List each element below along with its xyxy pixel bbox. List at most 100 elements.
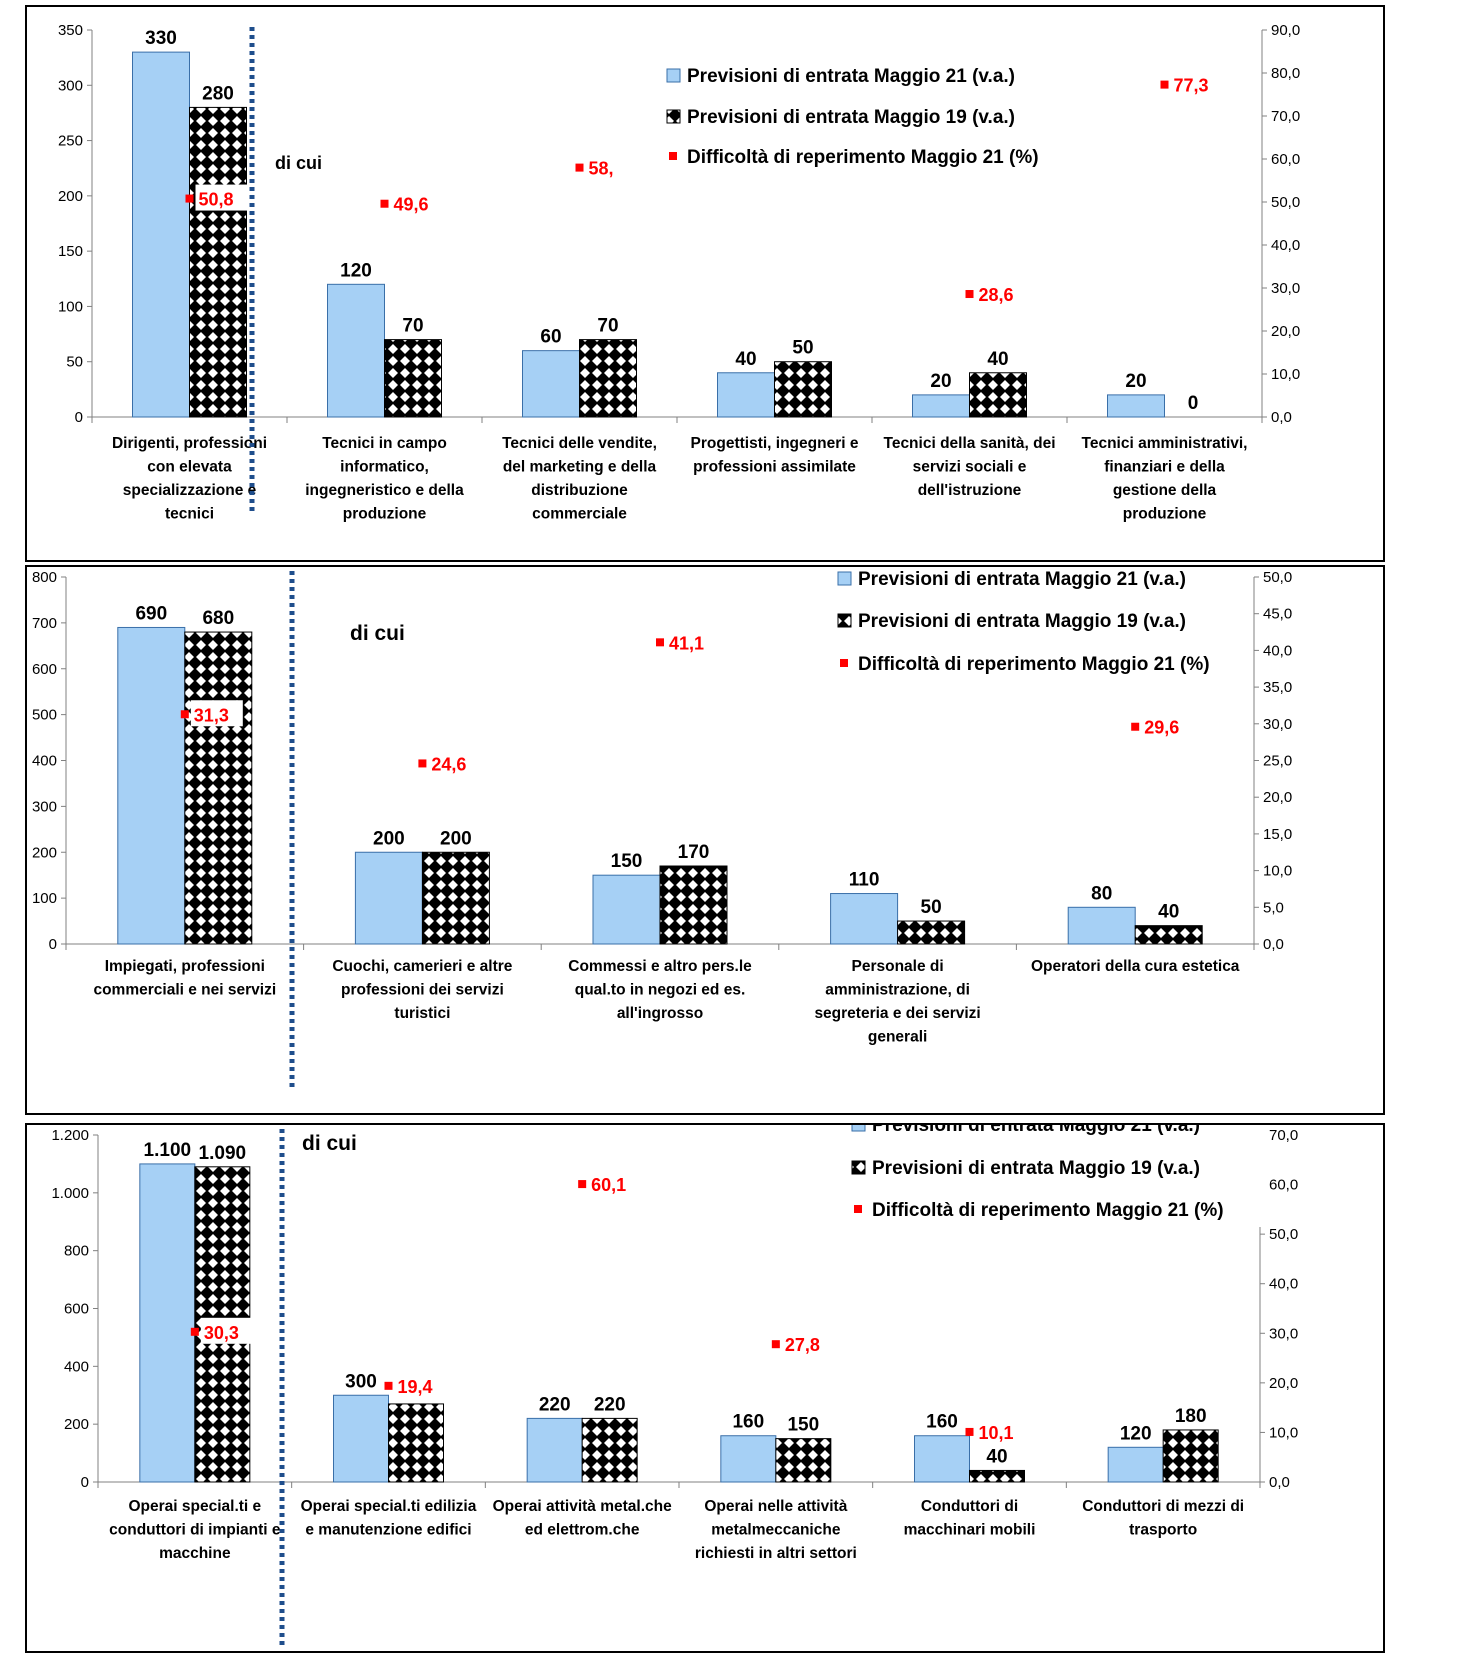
bar-2019-label: 40 bbox=[986, 1446, 1007, 1467]
legend-swatch-difficulty bbox=[854, 1205, 862, 1213]
bar-2019 bbox=[388, 1403, 444, 1483]
y2-tick-label: 35,0 bbox=[1263, 679, 1292, 696]
legend-box bbox=[661, 63, 1101, 174]
difficulty-label: 31,3 bbox=[194, 705, 229, 725]
legend-label-2021: Previsioni di entrata Maggio 21 (v.a.) bbox=[687, 66, 1015, 87]
difficulty-label: 60,1 bbox=[591, 1175, 626, 1195]
category-label: all'ingrosso bbox=[617, 1005, 703, 1022]
legend-box bbox=[846, 1125, 1266, 1227]
category-label: ingegneristico e della bbox=[305, 482, 464, 499]
bar-2021 bbox=[592, 874, 661, 945]
di-cui-label: di cui bbox=[302, 1132, 357, 1155]
bar-2021 bbox=[354, 851, 423, 945]
bar-2021-label: 200 bbox=[373, 828, 405, 849]
difficulty-point bbox=[185, 194, 194, 203]
bar-2019-label: 50 bbox=[921, 897, 942, 918]
category-label: amministrazione, di bbox=[825, 982, 970, 999]
category-label: Tecnici delle vendite, bbox=[502, 435, 657, 452]
bar-2019-label: 0 bbox=[1188, 393, 1199, 414]
difficulty-point bbox=[656, 638, 664, 647]
category-label: specializzazione e bbox=[123, 482, 257, 499]
y2-tick-label: 10,0 bbox=[1271, 366, 1300, 383]
y2-tick-label: 40,0 bbox=[1263, 642, 1292, 659]
legend-swatch-difficulty bbox=[669, 152, 677, 160]
chart-operai: 0 200 400 600 800 1.000 1.200 0,0 10,0 20,0 30,0 40… bbox=[51, 1125, 1298, 1645]
bar-2019 bbox=[969, 372, 1027, 418]
y-tick-label: 300 bbox=[58, 77, 83, 94]
y2-tick-label: 5,0 bbox=[1263, 899, 1284, 916]
category-label: macchine bbox=[159, 1545, 231, 1562]
legend-swatch-2019 bbox=[666, 109, 681, 124]
y-tick-label: 0 bbox=[81, 1474, 89, 1491]
legend-label-2021: Previsioni di entrata Maggio 21 (v.a.) bbox=[872, 1125, 1200, 1136]
difficulty-label: 58, bbox=[589, 159, 614, 179]
difficulty-label: 28,6 bbox=[979, 285, 1014, 305]
bar-2021-label: 120 bbox=[1120, 1423, 1152, 1444]
category-label: commerciale bbox=[532, 506, 627, 523]
y-tick-label: 400 bbox=[64, 1358, 89, 1375]
bar-2019-label: 1.090 bbox=[199, 1143, 247, 1164]
difficulty-point bbox=[965, 1427, 974, 1436]
category-label: conduttori di impianti e bbox=[109, 1522, 281, 1539]
y2-tick-label: 50,0 bbox=[1263, 569, 1292, 586]
difficulty-label: 29,6 bbox=[1144, 718, 1179, 738]
bar-2019 bbox=[897, 920, 966, 945]
bar-2019-label: 40 bbox=[1158, 902, 1179, 923]
category-label: e manutenzione edifici bbox=[305, 1522, 471, 1539]
legend-label-2019: Previsioni di entrata Maggio 19 (v.a.) bbox=[872, 1158, 1200, 1179]
bar-2019-label: 70 bbox=[597, 316, 618, 337]
category-label: Tecnici della sanità, dei bbox=[884, 435, 1056, 452]
category-label: trasporto bbox=[1129, 1522, 1197, 1539]
bar-2021-label: 40 bbox=[735, 349, 756, 370]
y2-tick-label: 0,0 bbox=[1263, 936, 1284, 953]
y2-tick-label: 70,0 bbox=[1271, 108, 1300, 125]
bar-2021 bbox=[830, 893, 899, 945]
y-tick-label: 100 bbox=[58, 298, 83, 315]
category-label: Personale di bbox=[852, 958, 944, 975]
difficulty-label-box bbox=[190, 700, 243, 727]
y2-tick-label: 40,0 bbox=[1269, 1276, 1298, 1293]
bar-2021 bbox=[327, 283, 385, 418]
legend-label-difficulty: Difficoltà di reperimento Maggio 21 (%) bbox=[858, 654, 1210, 675]
bar-2019 bbox=[659, 865, 728, 945]
difficulty-point bbox=[190, 1327, 199, 1336]
y-tick-label: 1.000 bbox=[51, 1185, 89, 1202]
y2-tick-label: 20,0 bbox=[1271, 323, 1300, 340]
difficulty-point bbox=[384, 1381, 393, 1390]
category-label: turistici bbox=[394, 1005, 450, 1022]
bar-2019-label: 150 bbox=[787, 1415, 819, 1436]
bar-2021-label: 20 bbox=[930, 371, 951, 392]
category-label: Operai special.ti e bbox=[128, 1498, 261, 1515]
y-tick-label: 600 bbox=[64, 1301, 89, 1318]
y2-tick-label: 60,0 bbox=[1269, 1177, 1298, 1194]
category-label: Operai nelle attività bbox=[704, 1498, 847, 1515]
bar-2019-label: 170 bbox=[678, 842, 710, 863]
category-label: Operai attività metal.che bbox=[493, 1498, 673, 1515]
difficulty-label: 30,3 bbox=[204, 1323, 239, 1343]
category-label: Conduttori di mezzi di bbox=[1082, 1498, 1244, 1515]
difficulty-point bbox=[418, 759, 427, 768]
category-label: del marketing e della bbox=[503, 459, 657, 476]
legend-swatch-2021 bbox=[837, 571, 852, 586]
y2-tick-label: 20,0 bbox=[1269, 1375, 1298, 1392]
difficulty-label: 49,6 bbox=[394, 195, 429, 215]
bar-2021 bbox=[1067, 906, 1136, 945]
difficulty-point bbox=[965, 290, 974, 299]
category-label: richiesti in altri settori bbox=[695, 1545, 857, 1562]
y2-tick-label: 50,0 bbox=[1269, 1226, 1298, 1243]
difficulty-label: 19,4 bbox=[398, 1377, 433, 1397]
category-label: Tecnici amministrativi, bbox=[1082, 435, 1248, 452]
y2-tick-label: 0,0 bbox=[1271, 409, 1292, 426]
category-label: distribuzione bbox=[531, 482, 628, 499]
bar-2019 bbox=[774, 361, 832, 418]
chart-tecnici: 0501001502002503003500,010,020,030,040,0… bbox=[58, 22, 1300, 523]
category-label: Tecnici in campo bbox=[322, 435, 447, 452]
y-tick-label: 400 bbox=[32, 753, 57, 770]
category-label: tecnici bbox=[165, 506, 214, 523]
bar-2021-label: 220 bbox=[539, 1394, 571, 1415]
y2-tick-label: 15,0 bbox=[1263, 826, 1292, 843]
difficulty-point bbox=[578, 1180, 587, 1189]
bar-2021-label: 80 bbox=[1091, 883, 1112, 904]
bar-2021 bbox=[139, 1163, 196, 1483]
y-tick-label: 200 bbox=[64, 1416, 89, 1433]
